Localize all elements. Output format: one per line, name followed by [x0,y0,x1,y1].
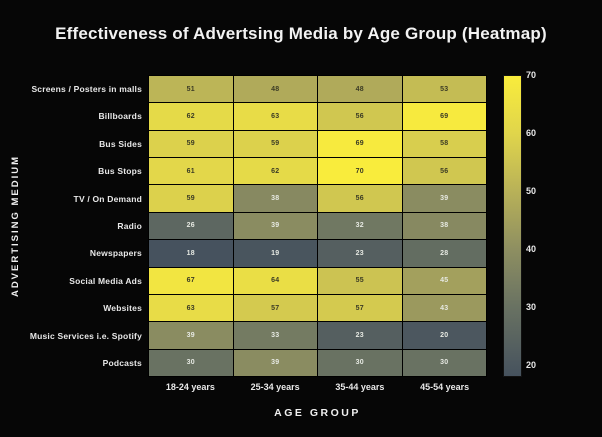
heatmap-cell: 26 [149,212,233,240]
heatmap-cell: 30 [149,349,233,376]
heatmap-cell: 30 [402,349,486,376]
heatmap-cell: 38 [233,185,317,212]
heatmap-cell: 19 [233,240,317,267]
colorbar-tick-labels: 70 60 50 40 30 20 [526,70,556,377]
x-axis-title: AGE GROUP [274,407,361,419]
heatmap-cell: 58 [402,130,486,158]
row-label: Newspapers [89,248,142,259]
heatmap-cell: 57 [233,294,317,322]
heatmap-cell: 53 [402,76,486,103]
heatmap-cell: 23 [318,322,402,349]
chart-title: Effectiveness of Advertsing Media by Age… [55,24,547,43]
row-label: Billboards [98,111,142,122]
heatmap-cell: 59 [233,130,317,158]
heatmap-cell: 59 [149,185,233,212]
row-label: Screens / Posters in malls [31,83,142,94]
row-label: Bus Stops [98,166,142,177]
col-label: 25-34 years [250,382,300,392]
heatmap-cell: 33 [233,322,317,349]
row-label: Radio [117,220,142,231]
heatmap-cell: 43 [402,294,486,322]
row-label: Podcasts [102,358,142,369]
colorbar-tick: 20 [526,360,537,371]
heatmap-grid: 51 48 48 53 62 63 56 69 59 59 69 58 61 62 70 56 59 38 56 39… [148,75,487,377]
heatmap-cell: 63 [149,294,233,322]
heatmap-cell: 39 [149,322,233,349]
col-label: 35-44 years [335,382,385,392]
heatmap-cell: 63 [233,103,317,130]
row-label: Websites [103,303,142,314]
heatmap-cell: 56 [318,103,402,130]
colorbar-tick: 30 [526,302,537,313]
heatmap-cell: 69 [402,103,486,130]
heatmap-cell: 62 [149,103,233,130]
col-label: 18-24 years [165,382,215,392]
row-label: Music Services i.e. Spotify [29,330,142,341]
heatmap-cell: 30 [318,349,402,376]
heatmap-cell: 18 [149,240,233,267]
heatmap-cell: 45 [402,267,486,294]
heatmap-cell: 38 [402,212,486,240]
heatmap-cell: 69 [318,130,402,158]
heatmap-cell: 59 [149,130,233,158]
heatmap-cell: 56 [402,158,486,185]
col-label: 45-54 years [420,382,470,392]
heatmap-cell: 64 [233,267,317,294]
heatmap-cell: 57 [318,294,402,322]
heatmap-cell: 39 [233,349,317,376]
heatmap-cell: 39 [402,185,486,212]
row-label: Bus Sides [99,138,142,149]
heatmap-cell: 32 [318,212,402,240]
colorbar-tick: 60 [526,128,537,139]
heatmap-cell: 39 [233,212,317,240]
heatmap-cell: 62 [233,158,317,185]
row-labels-axis: Screens / Posters in malls Billboards Bus … [0,75,142,377]
heatmap-cell: 48 [233,76,317,103]
heatmap-cell: 28 [402,240,486,267]
heatmap-cell: 56 [318,185,402,212]
heatmap-cell: 70 [318,158,402,185]
colorbar-gradient [503,75,522,377]
row-label: TV / On Demand [73,193,142,204]
colorbar-tick: 70 [526,70,537,80]
row-label: Social Media Ads [69,275,142,286]
heatmap-cell: 67 [149,267,233,294]
heatmap-cell: 23 [318,240,402,267]
heatmap-cell: 51 [149,76,233,103]
colorbar-tick: 50 [526,186,537,197]
heatmap-cell: 55 [318,267,402,294]
colorbar-tick: 40 [526,244,537,255]
col-labels-axis: 18-24 years 25-34 years 35-44 years 45-54 y… [148,382,487,396]
heatmap-cell: 20 [402,322,486,349]
heatmap-cell: 61 [149,158,233,185]
heatmap-cell: 48 [318,76,402,103]
